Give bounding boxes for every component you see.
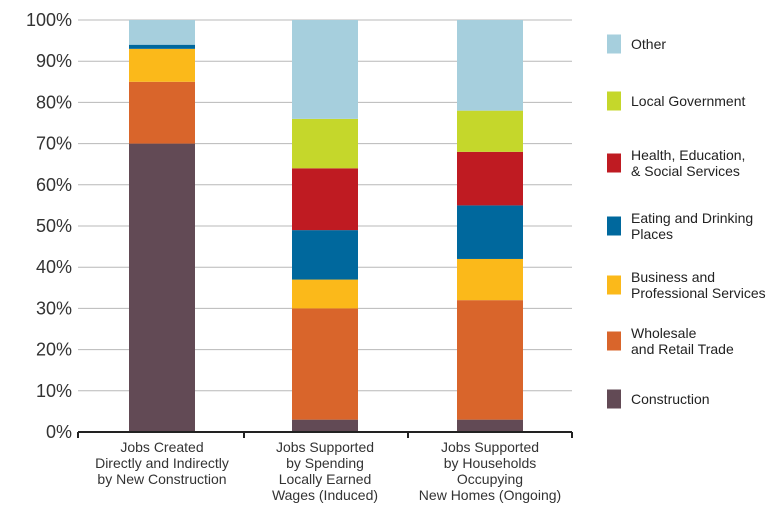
legend-swatch	[607, 389, 621, 409]
y-tick-label: 100%	[26, 10, 72, 30]
y-tick-label: 10%	[36, 381, 72, 401]
bar-segment	[457, 258, 523, 301]
y-tick-label: 80%	[36, 92, 72, 112]
legend-label: Business and Professional Services	[631, 269, 766, 301]
x-category-label-line: New Homes (Ongoing)	[419, 487, 561, 503]
legend-label: Eating and Drinking Places	[631, 210, 753, 242]
y-tick-label: 70%	[36, 134, 72, 154]
legend-swatch	[607, 34, 621, 54]
legend-label: Local Government	[631, 93, 746, 109]
x-category-label-line: by Spending	[286, 455, 364, 471]
x-category-label-line: Jobs Created	[120, 439, 203, 455]
legend-label-line: and Retail Trade	[631, 341, 734, 357]
legend-label-line: Professional Services	[631, 285, 766, 301]
x-category-label: Jobs Supported by Spending Locally Earned W…	[272, 439, 378, 503]
bar-segment	[457, 419, 523, 432]
legend-swatch	[607, 331, 621, 351]
bar-segment	[292, 308, 358, 420]
y-tick-label: 40%	[36, 257, 72, 277]
legend-label-line: Wholesale	[631, 325, 697, 341]
x-category-label-line: Occupying	[457, 471, 523, 487]
legend: Other Local Government Health, Education, &…	[607, 34, 766, 409]
legend-label-line: Business and	[631, 269, 715, 285]
bar-segment	[292, 279, 358, 309]
bar-segment	[292, 118, 358, 169]
x-category-label-line: Directly and Indirectly	[95, 455, 229, 471]
legend-label-line: Local Government	[631, 93, 746, 109]
legend-label: Other	[631, 36, 666, 52]
bar-segment	[129, 81, 195, 144]
y-tick-label: 20%	[36, 340, 72, 360]
legend-swatch	[607, 91, 621, 111]
legend-label: Health, Education, & Social Services	[631, 147, 745, 179]
bar-segment	[457, 300, 523, 420]
x-category-label-line: Jobs Supported	[276, 439, 374, 455]
legend-label-line: & Social Services	[631, 163, 740, 179]
legend-swatch	[607, 275, 621, 295]
bar-segment	[457, 151, 523, 206]
bar-segment	[129, 48, 195, 82]
bar-segment	[457, 110, 523, 152]
bar-segment	[129, 44, 195, 49]
x-category-label-line: Jobs Supported	[441, 439, 539, 455]
legend-label: Construction	[631, 391, 710, 407]
x-category-label-line: Wages (Induced)	[272, 487, 378, 503]
bar-segment	[457, 20, 523, 111]
x-category-label: Jobs Supported by Households Occupying New …	[419, 439, 561, 503]
legend-label-line: Places	[631, 226, 673, 242]
y-tick-label: 30%	[36, 298, 72, 318]
bar-segment	[292, 168, 358, 231]
legend-swatch	[607, 153, 621, 173]
legend-label-line: Other	[631, 36, 666, 52]
y-tick-label: 0%	[46, 422, 72, 442]
bar-segment	[129, 143, 195, 432]
x-category-label-line: by Households	[444, 455, 537, 471]
legend-label-line: Health, Education,	[631, 147, 745, 163]
x-axis-labels: Jobs Created Directly and Indirectly by Ne…	[95, 439, 561, 503]
y-axis-ticks: 0% 10% 20% 30% 40% 50% 60% 70% 80% 90% 100%	[26, 10, 72, 442]
legend-label-line: Eating and Drinking	[631, 210, 753, 226]
bar-segment	[129, 20, 195, 45]
y-tick-label: 50%	[36, 216, 72, 236]
x-category-label-line: by New Construction	[97, 471, 226, 487]
bar-segment	[457, 205, 523, 259]
legend-label-line: Construction	[631, 391, 710, 407]
legend-label: Wholesale and Retail Trade	[631, 325, 734, 357]
x-axis	[77, 431, 573, 438]
x-category-label-line: Locally Earned	[279, 471, 372, 487]
bar-segment	[292, 419, 358, 432]
bar-segment	[292, 20, 358, 119]
y-tick-label: 90%	[36, 51, 72, 71]
bars	[129, 20, 523, 432]
legend-swatch	[607, 216, 621, 236]
bar-segment	[292, 230, 358, 280]
y-tick-label: 60%	[36, 175, 72, 195]
x-category-label: Jobs Created Directly and Indirectly by Ne…	[95, 439, 229, 487]
